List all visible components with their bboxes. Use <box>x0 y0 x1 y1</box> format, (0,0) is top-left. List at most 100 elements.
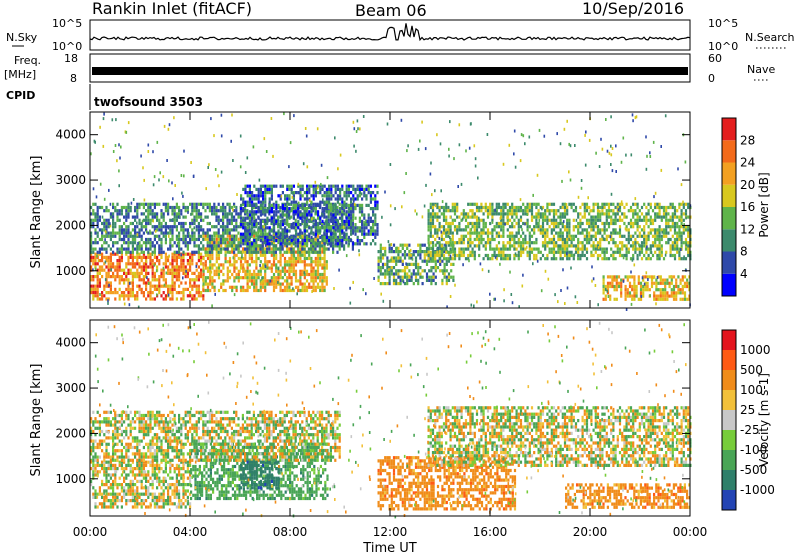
heatmap-cell <box>522 247 525 251</box>
heatmap-cell <box>138 265 141 269</box>
heatmap-cell <box>626 288 629 292</box>
heatmap-cell <box>237 225 240 229</box>
heatmap-cell <box>679 288 682 292</box>
heatmap-cell <box>283 260 287 264</box>
heatmap-cell <box>353 127 356 131</box>
heatmap-cell <box>94 291 97 295</box>
heatmap-cell <box>169 271 172 275</box>
heatmap-cell <box>625 257 628 261</box>
heatmap-cell <box>250 279 254 283</box>
heatmap-cell <box>96 234 99 238</box>
heatmap-cell <box>255 282 258 286</box>
heatmap-cell <box>251 213 254 217</box>
heatmap-cell <box>131 215 134 219</box>
heatmap-cell <box>94 218 97 222</box>
heatmap-cell <box>361 187 364 191</box>
heatmap-cell <box>318 241 321 245</box>
heatmap-cell <box>316 250 319 254</box>
heatmap-cell <box>191 278 194 282</box>
heatmap-cell <box>559 231 562 235</box>
heatmap-cell <box>412 262 415 266</box>
heatmap-cell <box>676 244 679 248</box>
heatmap-cell <box>136 252 139 256</box>
heatmap-cell <box>123 247 126 251</box>
heatmap-cell <box>334 239 337 243</box>
heatmap-cell <box>259 253 262 257</box>
heatmap-cell <box>145 281 148 285</box>
heatmap-cell <box>352 207 355 211</box>
heatmap-cell <box>217 272 221 277</box>
heatmap-cell <box>284 242 287 246</box>
heatmap-cell <box>103 255 106 259</box>
heatmap-cell <box>660 237 663 242</box>
heatmap-cell <box>284 207 287 211</box>
heatmap-cell <box>182 268 185 272</box>
heatmap-cell <box>226 240 229 245</box>
heatmap-cell <box>242 197 245 201</box>
heatmap-cell <box>445 202 448 206</box>
heatmap-cell <box>261 282 265 286</box>
heatmap-cell <box>350 216 353 220</box>
heatmap-cell <box>493 237 496 242</box>
heatmap-cell <box>125 215 128 219</box>
heatmap-cell <box>399 259 402 263</box>
heatmap-cell <box>310 241 313 245</box>
heatmap-cell <box>136 268 139 272</box>
heatmap-cell <box>568 225 571 229</box>
heatmap-cell <box>568 218 571 222</box>
heatmap-cell <box>290 256 293 261</box>
heatmap-cell <box>321 240 324 245</box>
heatmap-cell <box>211 250 214 254</box>
heatmap-cell <box>213 272 216 277</box>
heatmap-cell <box>307 234 310 238</box>
heatmap-cell <box>428 275 431 279</box>
heatmap-cell <box>673 231 677 235</box>
heatmap-cell <box>347 191 350 195</box>
heatmap-cell <box>167 202 170 206</box>
heatmap-cell <box>388 275 391 279</box>
heatmap-cell <box>193 226 196 230</box>
heatmap-cell <box>175 202 178 206</box>
heatmap-cell <box>661 278 665 282</box>
heatmap-cell <box>202 256 205 261</box>
heatmap-cell <box>656 257 659 261</box>
heatmap-cell <box>242 226 245 230</box>
heatmap-cell <box>339 192 341 196</box>
heatmap-cell <box>374 219 377 223</box>
heatmap-cell <box>92 250 95 254</box>
heatmap-cell <box>343 212 346 216</box>
heatmap-cell <box>632 247 635 251</box>
heatmap-cell <box>552 228 556 232</box>
heatmap-cell <box>279 213 282 217</box>
heatmap-cell <box>665 231 668 235</box>
heatmap-cell <box>250 260 254 264</box>
heatmap-cell <box>427 257 430 261</box>
heatmap-cell <box>657 297 660 301</box>
heatmap-cell <box>384 272 387 276</box>
heatmap-cell <box>441 259 444 263</box>
heatmap-cell <box>140 247 143 251</box>
heatmap-cell <box>118 278 121 282</box>
heatmap-cell <box>429 241 432 245</box>
heatmap-cell <box>290 223 293 227</box>
heatmap-cell <box>305 218 308 222</box>
heatmap-cell <box>493 297 495 301</box>
heatmap-cell <box>537 247 540 251</box>
heatmap-cell <box>96 225 99 229</box>
heatmap-cell <box>323 191 326 195</box>
heatmap-cell <box>323 279 326 283</box>
heatmap-cell <box>217 228 220 232</box>
heatmap-cell <box>427 215 430 219</box>
heatmap-cell <box>323 269 326 273</box>
heatmap-cell <box>552 218 556 222</box>
heatmap-cell <box>195 262 198 266</box>
heatmap-cell <box>103 209 106 213</box>
heatmap-cell <box>153 271 156 275</box>
heatmap-cell <box>140 255 143 259</box>
heatmap-cell <box>561 244 564 248</box>
heatmap-cell <box>142 250 145 254</box>
heatmap-cell <box>361 232 364 236</box>
heatmap-cell <box>96 291 99 295</box>
heatmap-cell <box>658 225 661 229</box>
heatmap-cell <box>442 237 446 242</box>
